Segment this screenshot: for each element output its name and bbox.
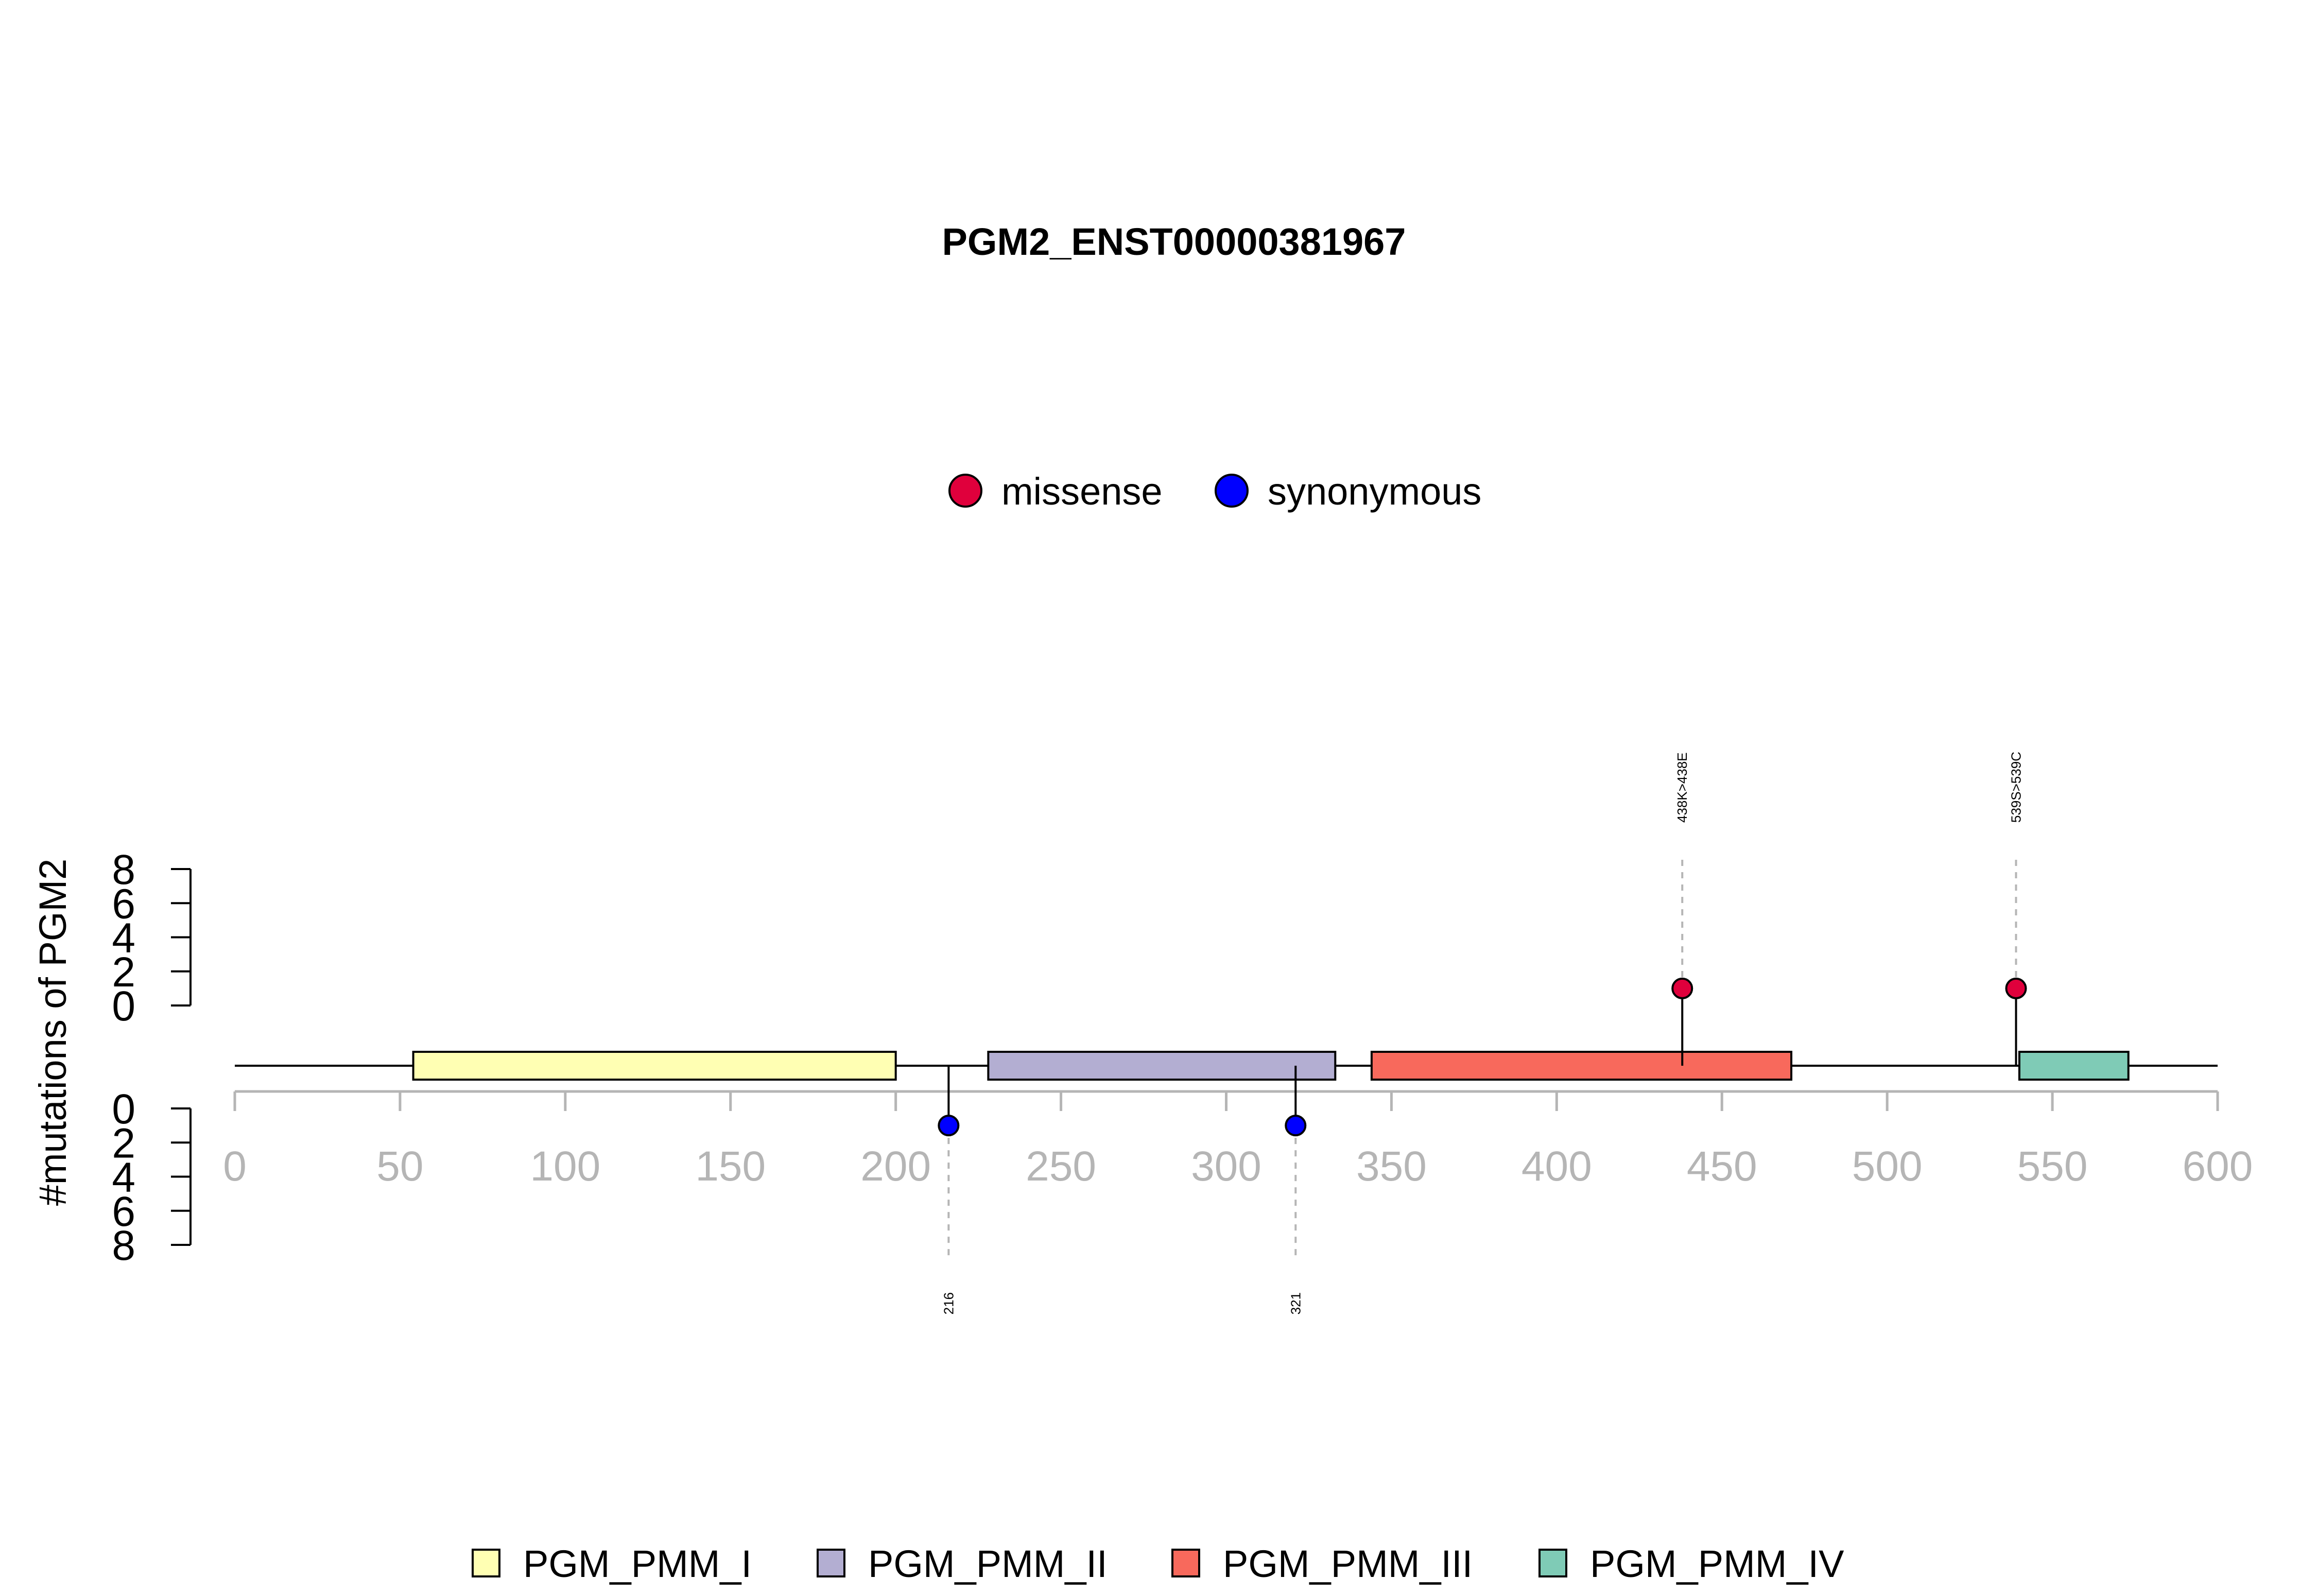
legend-label-PGM_PMM_IV: PGM_PMM_IV [1590,1542,1844,1585]
legend-label-missense: missense [1001,470,1163,513]
legend-box-PGM_PMM_II [817,1549,845,1577]
mutation-label-438: 438K>438E [1674,752,1690,823]
y-tick-label-top-8: 8 [112,846,135,893]
x-tick-label-150: 150 [695,1143,766,1190]
y-tick-label-top-0: 0 [112,983,135,1030]
x-axis: 0 50 100 150 200 250 300 350 400 450 500 550 600 [223,1090,2253,1190]
x-tick-label-100: 100 [530,1143,600,1190]
mutation-label-321: 321 [1288,1292,1303,1314]
y-tick-label-bottom-0: 0 [112,1086,135,1133]
mutation-point-438 [1671,977,1693,999]
mutation-label-539: 539S>539C [2008,752,2024,823]
x-tick-label-550: 550 [2017,1143,2088,1190]
y-tick-label-top-2: 2 [112,949,135,996]
x-tick-label-50: 50 [376,1143,423,1190]
legend-label-PGM_PMM_II: PGM_PMM_II [868,1542,1108,1585]
y-tick-label-bottom-2: 2 [112,1120,135,1167]
x-tick-label-0: 0 [223,1143,247,1190]
y-tick-label-bottom-8: 8 [112,1222,135,1269]
domains [412,1051,2130,1081]
legend-marker-missense [948,474,982,508]
mutation-point-216 [938,1115,960,1137]
domain-PGM_PMM_IV [2018,1051,2130,1081]
x-tick-label-300: 300 [1191,1143,1261,1190]
legend-label-PGM_PMM_III: PGM_PMM_III [1223,1542,1473,1585]
domain-legend: PGM_PMM_I PGM_PMM_II PGM_PMM_III PGM_PMM_IV [472,1542,1844,1585]
x-tick-label-250: 250 [1026,1143,1096,1190]
legend-box-PGM_PMM_IV [1538,1549,1567,1577]
mutation-type-legend: missense synonymous [948,470,1481,513]
y-tick-label-bottom-4: 4 [112,1154,135,1201]
mutation-point-539 [2005,977,2027,999]
legend-label-PGM_PMM_I: PGM_PMM_I [523,1542,752,1585]
legend-box-PGM_PMM_I [472,1549,500,1577]
x-tick-label-400: 400 [1521,1143,1592,1190]
x-tick-label-500: 500 [1852,1143,1923,1190]
domain-PGM_PMM_II [987,1051,1337,1081]
domain-PGM_PMM_III [1370,1051,1793,1081]
x-tick-label-600: 600 [2183,1143,2253,1190]
y-axis-label: #mutations of PGM2 [31,859,74,1206]
x-tick-label-350: 350 [1356,1143,1427,1190]
y-tick-label-top-6: 6 [112,880,135,927]
y-tick-label-top-4: 4 [112,915,135,962]
mutations: 216 321 438K>438E 539S>539C [938,752,2027,1314]
y-tick-label-bottom-6: 6 [112,1188,135,1235]
mutation-label-216: 216 [941,1292,956,1314]
x-tick-label-450: 450 [1687,1143,1757,1190]
legend-label-synonymous: synonymous [1268,470,1481,513]
mutation-point-321 [1285,1115,1307,1137]
legend-marker-synonymous [1215,474,1249,508]
legend-box-PGM_PMM_III [1171,1549,1200,1577]
x-tick-label-200: 200 [860,1143,931,1190]
domain-PGM_PMM_I [412,1051,897,1081]
chart-title: PGM2_ENST00000381967 [942,220,1406,263]
